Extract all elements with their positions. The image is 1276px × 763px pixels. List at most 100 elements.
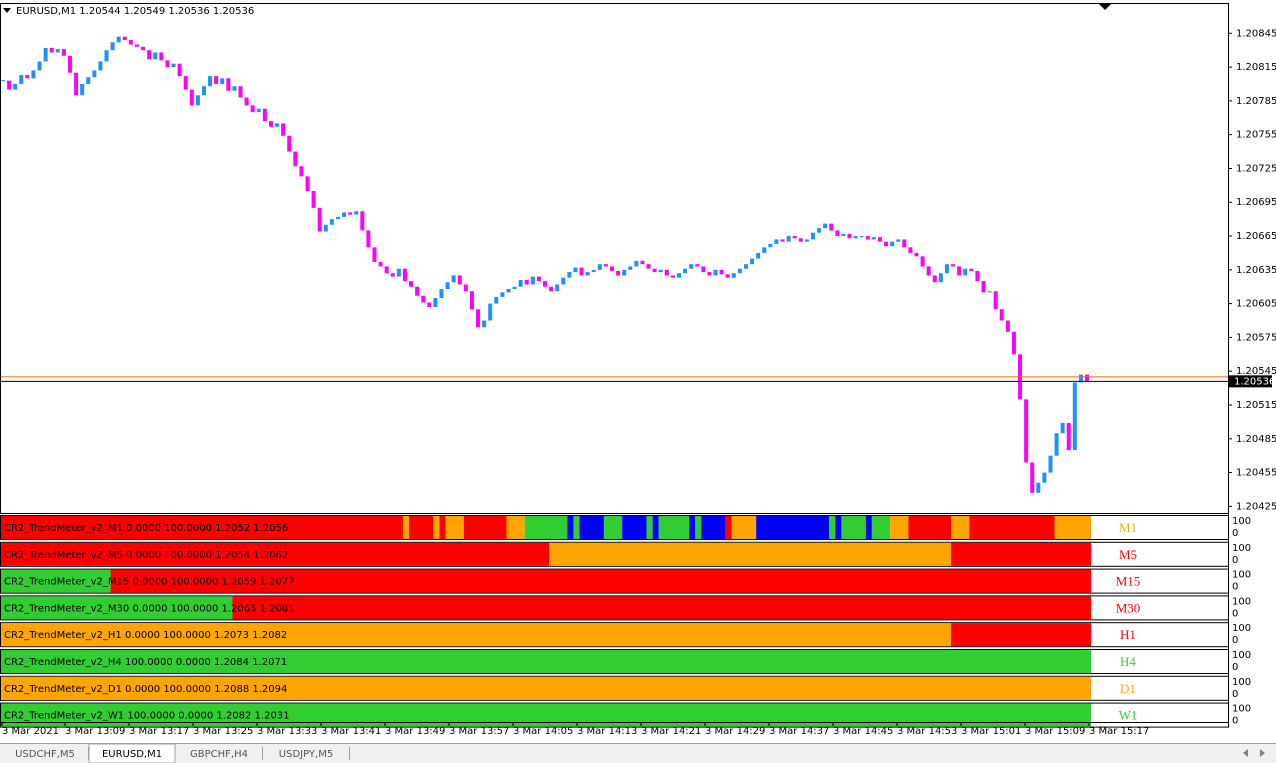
candle — [104, 50, 109, 62]
tab[interactable] — [263, 745, 349, 762]
candle — [610, 266, 614, 271]
candle — [86, 77, 91, 84]
candle — [469, 291, 474, 310]
candle — [147, 50, 152, 60]
scale-max: 100 — [1232, 596, 1251, 607]
candle — [195, 95, 200, 106]
candle — [348, 212, 353, 215]
candle — [780, 239, 785, 242]
candle — [201, 86, 206, 96]
candle — [731, 273, 736, 278]
candle — [171, 63, 176, 68]
candle — [841, 233, 846, 237]
x-tick-label: 3 Mar 13:17 — [129, 726, 189, 737]
candle — [226, 78, 231, 91]
candle — [884, 241, 889, 247]
scroll-right[interactable] — [1260, 749, 1265, 757]
candle — [153, 52, 158, 60]
candle — [275, 123, 280, 127]
candle — [585, 272, 590, 276]
indicator-label: CR2_TrendMeter_v2_M30 0.0000 100.0000 1.… — [4, 603, 295, 614]
x-tick-label: 3 Mar 13:33 — [257, 726, 317, 737]
x-tick-label: 3 Mar 13:57 — [449, 726, 509, 737]
candle — [865, 236, 870, 240]
candle — [360, 211, 365, 231]
y-tick-label: 1.20785 — [1236, 96, 1276, 107]
tab-label[interactable]: GBPCHF,H4 — [190, 749, 248, 760]
candle — [1085, 374, 1090, 382]
candle — [262, 108, 267, 122]
candle — [944, 264, 949, 274]
candle — [616, 270, 621, 276]
candle — [993, 291, 998, 310]
candle — [1030, 462, 1035, 493]
x-tick-label: 3 Mar 14:29 — [705, 726, 765, 737]
trend-segment — [622, 516, 647, 539]
trend-segment — [701, 516, 726, 539]
tab[interactable] — [176, 745, 262, 762]
candle — [281, 123, 286, 136]
tab-label[interactable]: USDJPY,M5 — [279, 749, 333, 760]
candle — [366, 230, 371, 248]
y-tick-label: 1.20845 — [1236, 28, 1276, 39]
tab-label[interactable]: USDCHF,M5 — [15, 749, 75, 760]
trend-segment — [951, 516, 970, 539]
candle — [1024, 399, 1029, 463]
shift-marker — [1099, 4, 1111, 10]
indicator-label: CR2_TrendMeter_v2_D1 0.0000 100.0000 1.2… — [4, 684, 287, 695]
y-tick-label: 1.20665 — [1236, 231, 1276, 242]
trend-segment — [652, 516, 659, 539]
scroll-left[interactable] — [1243, 749, 1248, 757]
trend-segment — [1054, 516, 1092, 539]
menu-arrow[interactable] — [3, 8, 11, 13]
candle — [19, 74, 24, 84]
candle — [695, 264, 700, 267]
candle — [141, 46, 146, 51]
candle — [49, 47, 54, 53]
candle — [896, 239, 901, 242]
candle — [116, 36, 121, 43]
candle — [305, 176, 310, 191]
candle — [804, 239, 809, 242]
indicator-label: CR2_TrendMeter_v2_H1 0.0000 100.0000 1.2… — [4, 630, 287, 641]
candle — [1042, 472, 1047, 483]
candle — [543, 281, 548, 287]
candle — [61, 49, 66, 56]
trend-segment — [1, 650, 1092, 673]
x-tick-label: 3 Mar 13:49 — [385, 726, 445, 737]
trend-segment — [409, 516, 434, 539]
candle — [957, 266, 962, 276]
trend-segment — [646, 516, 653, 539]
indicator-label: CR2_TrendMeter_v2_M15 0.0000 100.0000 1.… — [4, 577, 295, 588]
x-tick-label: 3 Mar 14:05 — [513, 726, 573, 737]
trend-segment — [445, 516, 464, 539]
trend-segment — [951, 542, 1092, 566]
price-tag-label: 1.20536 — [1234, 376, 1275, 387]
candle — [810, 232, 815, 240]
candle — [853, 236, 858, 239]
candle — [378, 261, 383, 267]
trend-segment — [829, 516, 836, 539]
candle — [451, 275, 456, 283]
candle — [914, 252, 919, 257]
candle — [524, 279, 529, 285]
candle — [427, 302, 432, 307]
candle — [110, 42, 115, 51]
trend-segment — [1, 516, 403, 539]
candle — [969, 268, 974, 271]
trend-segment — [1, 703, 1092, 727]
tab[interactable] — [88, 743, 176, 763]
x-tick-label: 3 Mar 13:09 — [65, 726, 125, 737]
trend-segment — [1, 569, 111, 593]
candle — [1060, 423, 1065, 434]
tab-label[interactable]: EURUSD,M1 — [102, 749, 162, 760]
candle — [603, 264, 608, 267]
candle — [859, 236, 864, 238]
tab[interactable] — [2, 745, 88, 762]
candle — [719, 269, 724, 275]
candle — [293, 151, 298, 167]
candle — [122, 36, 127, 41]
candle — [445, 282, 450, 289]
trend-segment — [110, 569, 1092, 593]
